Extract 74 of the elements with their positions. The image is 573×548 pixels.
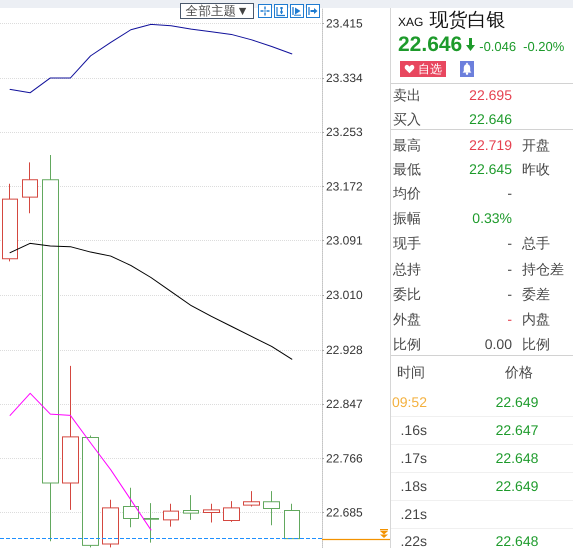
text: 开盘 [522,136,550,154]
text: 总手 [522,234,550,252]
text: 09:52 [392,393,427,411]
candlestick [223,500,240,522]
text: XAG [398,15,424,29]
text: 均价 [393,184,421,202]
y-tick-label: 23.253 [326,125,364,140]
candlestick [123,487,139,528]
y-tick-label: 23.010 [326,288,364,302]
candlestick [62,365,79,510]
text: 比例 [522,335,550,353]
text: 22.645 [469,160,512,178]
text: 时间 [397,363,425,381]
text: 现货白银 [429,9,506,33]
candlestick [203,503,220,524]
y-tick-label: 22.847 [326,397,364,412]
text: 比例 [393,335,421,353]
text: 22.695 [469,86,512,104]
text: .18s [400,477,427,495]
text: 振幅 [393,209,421,227]
dropdown-button: 全部主题▼ [180,3,254,19]
text: .17s [400,449,427,467]
text: - [507,310,512,328]
text: - [507,184,512,202]
y-tick-label: 22.928 [326,342,364,357]
text: 22.646 [398,33,462,57]
text: -0.046 [479,39,516,54]
text: - [507,285,512,303]
text: 0.00 [484,335,512,353]
text: .22s [400,532,427,548]
text: 22.646 [469,110,512,128]
text: 委差 [522,285,550,303]
text: 委比 [393,285,421,303]
line-series [10,392,152,530]
text: 总持 [393,260,421,278]
text: .21s [400,505,427,523]
text: 最高 [393,136,421,154]
text: 持仓差 [522,260,564,278]
candlestick [143,502,159,544]
text: 卖出 [393,86,421,104]
text: .16s [400,421,427,439]
y-tick-label: 23.334 [326,70,364,85]
text: 22.649 [496,477,538,495]
text: 22.648 [496,532,538,548]
text: 外盘 [393,310,421,328]
text: 现手 [393,234,421,252]
text: 22.647 [496,421,538,439]
text: 22.649 [496,393,538,411]
text: 价格 [505,363,533,381]
candlestick [243,490,260,507]
text: 0.33% [472,209,512,227]
text: 22.648 [496,449,538,467]
text: 最低 [393,160,421,178]
candlestick [163,503,179,528]
text: -0.20% [523,39,564,54]
candlestick [263,490,280,526]
y-tick-label: 22.766 [326,451,364,466]
text: - [507,260,512,278]
text: 买入 [393,110,421,128]
line-series [10,24,292,94]
text: 22.719 [469,136,512,154]
candlestick [284,503,300,540]
text: 昨收 [522,160,550,178]
text: 内盘 [522,310,550,328]
y-tick-label: 23.172 [326,179,364,194]
candlestick [42,154,59,542]
line-series [10,242,292,360]
watchlist-button: 自选 [400,61,446,77]
candlestick [183,494,199,520]
candlestick [22,162,38,214]
y-tick-label: 22.685 [326,506,364,520]
y-tick-label: 23.091 [326,234,364,248]
text: - [507,234,512,252]
y-tick-label: 23.415 [326,16,364,31]
